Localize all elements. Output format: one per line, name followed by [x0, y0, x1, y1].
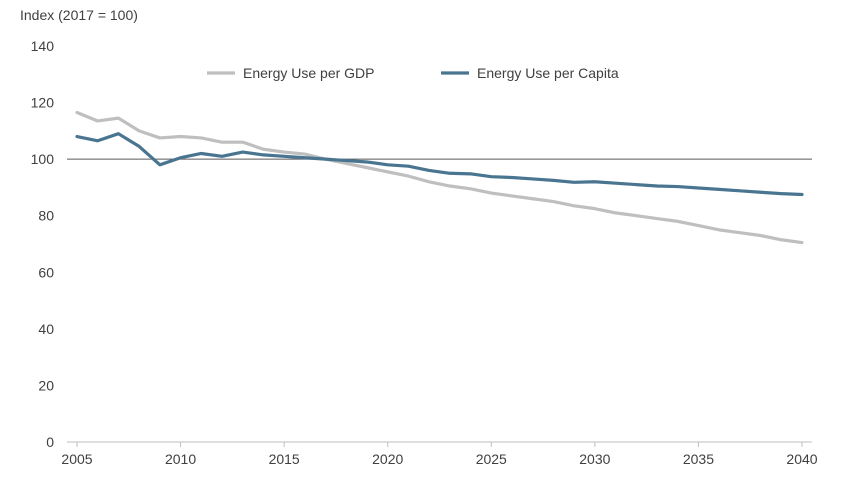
x-tick-label: 2015 — [269, 451, 300, 467]
x-tick-label: 2025 — [476, 451, 507, 467]
x-axis-tick-marks — [76, 442, 803, 447]
y-tick-label: 20 — [38, 377, 54, 393]
legend: Energy Use per GDP Energy Use per Capita — [207, 65, 619, 81]
y-tick-label: 120 — [31, 95, 55, 111]
series-line-energy-use-per-capita — [75, 132, 804, 197]
x-tick-label: 2005 — [61, 451, 92, 467]
y-tick-label: 60 — [38, 264, 54, 280]
x-tick-label: 2035 — [683, 451, 714, 467]
y-axis-ticks: 0 20 40 60 80 100 120 140 — [31, 38, 55, 450]
x-tick-label: 2040 — [786, 451, 817, 467]
y-axis-label: Index (2017 = 100) — [20, 7, 138, 23]
y-tick-label: 100 — [31, 151, 55, 167]
y-tick-label: 80 — [38, 208, 54, 224]
y-tick-label: 40 — [38, 321, 54, 337]
series-group — [75, 110, 804, 245]
x-axis-ticks: 2005 2010 2015 2020 2025 2030 2035 2040 — [61, 451, 817, 467]
x-tick-label: 2020 — [372, 451, 403, 467]
x-tick-label: 2010 — [165, 451, 196, 467]
y-tick-label: 140 — [31, 38, 55, 54]
legend-label: Energy Use per Capita — [477, 65, 619, 81]
x-tick-label: 2030 — [579, 451, 610, 467]
y-tick-label: 0 — [46, 434, 54, 450]
legend-label: Energy Use per GDP — [243, 65, 375, 81]
series-line-energy-use-per-gdp — [75, 110, 804, 245]
